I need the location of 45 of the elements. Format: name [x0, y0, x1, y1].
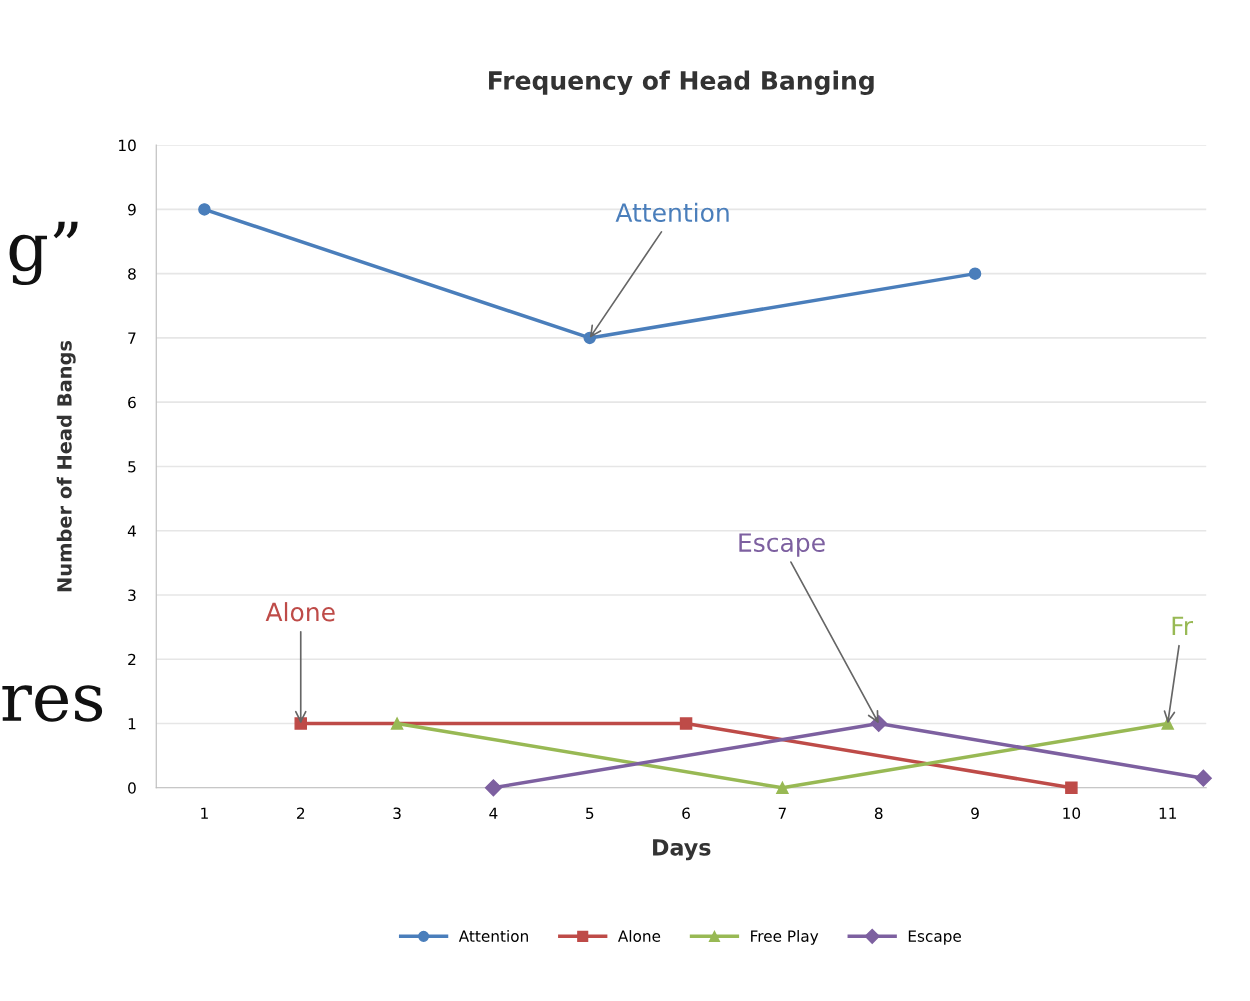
y-axis-title: Number of Head Bangs: [56, 340, 76, 592]
annotation: Escape: [739, 533, 825, 557]
x-tick-label: 3: [393, 807, 401, 820]
x-tick-label: 5: [586, 807, 594, 820]
text: g”: [9, 221, 78, 286]
x-tick-label: 2: [297, 807, 305, 819]
y-tick-label: 3: [128, 589, 136, 602]
point: [968, 267, 982, 280]
point: [1065, 781, 1078, 795]
point: [1194, 769, 1212, 787]
x-tick-label: 8: [874, 807, 883, 820]
point: [294, 717, 307, 730]
annotation: Attention: [615, 202, 729, 222]
x-tick-label: 11: [1159, 807, 1177, 819]
y-tick-label: 0: [128, 782, 136, 794]
point: [679, 717, 693, 730]
point: [776, 781, 789, 795]
y-tick-label: 2: [128, 653, 136, 666]
y-tick-label: 9: [128, 203, 136, 216]
x-axis-title: Days: [653, 839, 711, 861]
y-tick-label: 6: [128, 396, 136, 409]
point: [198, 203, 211, 216]
legend-label: Alone: [617, 930, 661, 942]
text: res: [2, 685, 103, 722]
x-tick-label: 6: [682, 807, 690, 820]
y-tick-label: 4: [127, 525, 136, 537]
chart-title: Frequency of Head Banging: [489, 70, 874, 95]
x-tick-label: 9: [971, 807, 979, 820]
point: [1161, 717, 1174, 730]
point: [484, 779, 502, 797]
y-tick-label: 5: [128, 461, 136, 473]
legend-label: Free Play: [751, 930, 819, 945]
x-tick-label: 1: [201, 807, 208, 819]
legend-label: Escape: [908, 930, 961, 945]
y-tick-label: 7: [128, 332, 136, 344]
point: [390, 717, 404, 730]
annotation: Alone: [265, 602, 335, 622]
legend-label: Attention: [458, 930, 528, 942]
x-tick-label: 4: [489, 807, 498, 819]
y-tick-label: 10: [119, 139, 136, 152]
y-tick-label: 1: [128, 718, 136, 730]
annotation: Fr: [1172, 616, 1194, 635]
x-tick-label: 10: [1063, 807, 1081, 820]
x-tick-label: 7: [778, 807, 786, 819]
y-tick-label: 8: [128, 268, 136, 280]
